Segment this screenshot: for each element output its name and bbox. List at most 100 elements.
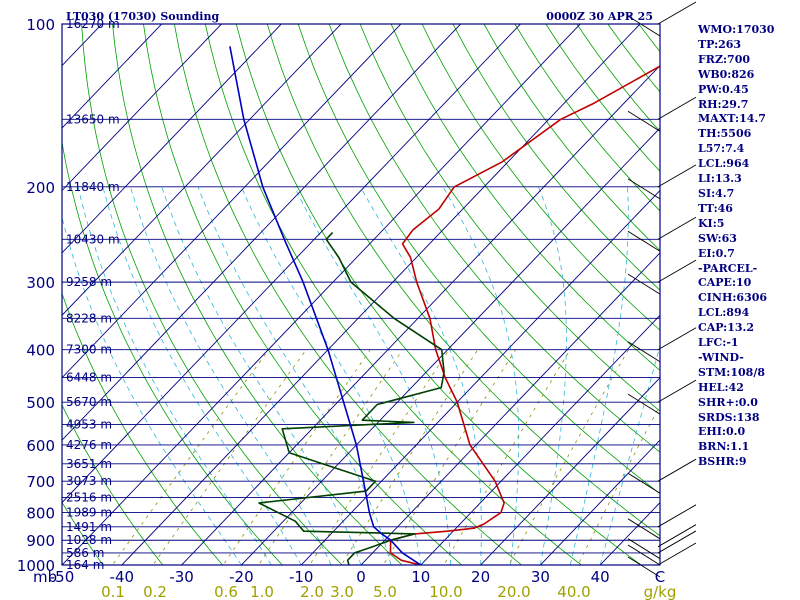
wind-barb (657, 164, 697, 188)
wind-barb (657, 530, 697, 554)
index-item: TP:263 (698, 37, 742, 51)
mixing-ratio-label: 0.2 (143, 583, 167, 600)
isotherm (62, 24, 462, 441)
temperature-tick-label: -50 (50, 568, 75, 586)
wind-barb-flag (627, 544, 661, 566)
isotherm (62, 24, 163, 129)
temperature-tick-label: -40 (110, 568, 135, 586)
mixing-ratio-label: 2.0 (300, 583, 324, 600)
temperature-tick-label: 10 (411, 568, 430, 586)
wind-barb-flag (627, 230, 661, 252)
stability-indices-panel: WMO:17030 TP:263 FRZ:700 WB0:826 PW:0.45 RH:2… (698, 23, 774, 470)
isotherm (62, 24, 282, 254)
wind-barb-flag (627, 341, 661, 363)
pressure-tick-label: 800 (26, 505, 55, 523)
dry-adiabat (452, 24, 660, 291)
index-item: EHI:0.0 (698, 425, 746, 439)
index-item: SI:4.7 (698, 186, 735, 200)
wind-barb (657, 504, 697, 528)
wind-barb (657, 216, 697, 240)
wind-barb (657, 1, 697, 25)
index-item: HEL:42 (698, 380, 744, 394)
isotherm (360, 252, 660, 565)
temperature-tick-label: -20 (229, 568, 254, 586)
dry-adiabat (328, 24, 660, 453)
temperature-tick-label: -10 (289, 568, 314, 586)
wind-barb (657, 259, 697, 283)
mixing-ratio-label: 0.1 (101, 583, 125, 600)
station-title: LT030 (17030) Sounding (66, 10, 219, 23)
index-item: KI:5 (698, 216, 725, 230)
index-item: WB0:826 (698, 67, 755, 81)
isotherm (62, 24, 402, 379)
wind-barb (657, 524, 697, 548)
mixing-ratio-label: 3.0 (330, 583, 354, 600)
dry-adiabat (359, 24, 660, 412)
isotherm (539, 439, 660, 565)
dry-adiabat (62, 140, 283, 565)
index-item: LI:13.3 (698, 172, 742, 186)
height-label: 1989 m (66, 506, 112, 520)
pressure-tick-label: 400 (26, 342, 55, 360)
dry-adiabat (81, 24, 343, 565)
mixing-ratio-label: 0.6 (214, 583, 238, 600)
wind-barb-flag (627, 472, 661, 494)
height-label: 16270 m (66, 17, 120, 31)
isotherm (62, 24, 581, 565)
pressure-tick-label: 1000 (17, 557, 55, 575)
dry-adiabat (297, 24, 660, 495)
valid-time: 0000Z 30 APR 25 (546, 10, 653, 23)
index-item: EI:0.7 (698, 246, 735, 260)
index-item: TH:5506 (698, 127, 752, 141)
height-label: 13650 m (66, 112, 120, 126)
dry-adiabat (390, 24, 660, 371)
mixing-ratio-label: 5.0 (373, 583, 397, 600)
index-item: PW:0.45 (698, 82, 749, 96)
mixing-ratio-line (152, 349, 307, 565)
index-item: CAPE:10 (698, 276, 752, 290)
index-item: TT:46 (698, 201, 733, 215)
height-label: 3651 m (66, 457, 112, 471)
wind-barb-flag (627, 538, 661, 560)
isotherm (121, 24, 641, 565)
isotherm (479, 377, 660, 565)
height-label: 3073 m (66, 474, 112, 488)
wind-barb-flag (627, 556, 661, 578)
wind-barbs (627, 1, 697, 578)
index-item: RH:29.7 (698, 97, 749, 111)
height-label: 586 m (66, 546, 104, 560)
index-item: FRZ:700 (698, 52, 751, 66)
temperature-tick-label: -30 (169, 568, 194, 586)
dry-adiabat (62, 403, 164, 565)
height-label: 5670 m (66, 395, 112, 409)
mixing-ratio-line (340, 349, 479, 565)
pressure-tick-label: 500 (26, 394, 55, 412)
height-label: 10430 m (66, 232, 120, 246)
index-item: LFC:-1 (698, 336, 739, 350)
index-item: CINH:6306 (698, 291, 768, 305)
temperature-tick-label: C (655, 568, 665, 586)
index-item: SHR+:0.0 (698, 395, 758, 409)
isotherm (62, 24, 342, 316)
pressure-tick-label: 900 (26, 532, 55, 550)
wind-barb (657, 379, 697, 403)
pressure-unit-label: mb (33, 568, 57, 586)
isotherm (240, 127, 660, 565)
index-item: CAP:13.2 (698, 321, 755, 335)
height-label: 1028 m (66, 533, 112, 547)
dry-adiabat (266, 24, 660, 537)
mixing-ratio-label: g/kg (644, 583, 677, 600)
height-label: 1491 m (66, 520, 112, 534)
pressure-tick-label: 200 (26, 179, 55, 197)
wind-barb (657, 542, 697, 566)
pressure-tick-label: 100 (26, 16, 55, 34)
height-label: 164 m (66, 558, 104, 572)
wind-barb-flag (627, 518, 661, 540)
index-item: STM:108/8 (698, 365, 765, 379)
isotherm (300, 189, 660, 565)
mixing-ratio-line (258, 349, 403, 565)
sounding-profiles (229, 46, 660, 565)
